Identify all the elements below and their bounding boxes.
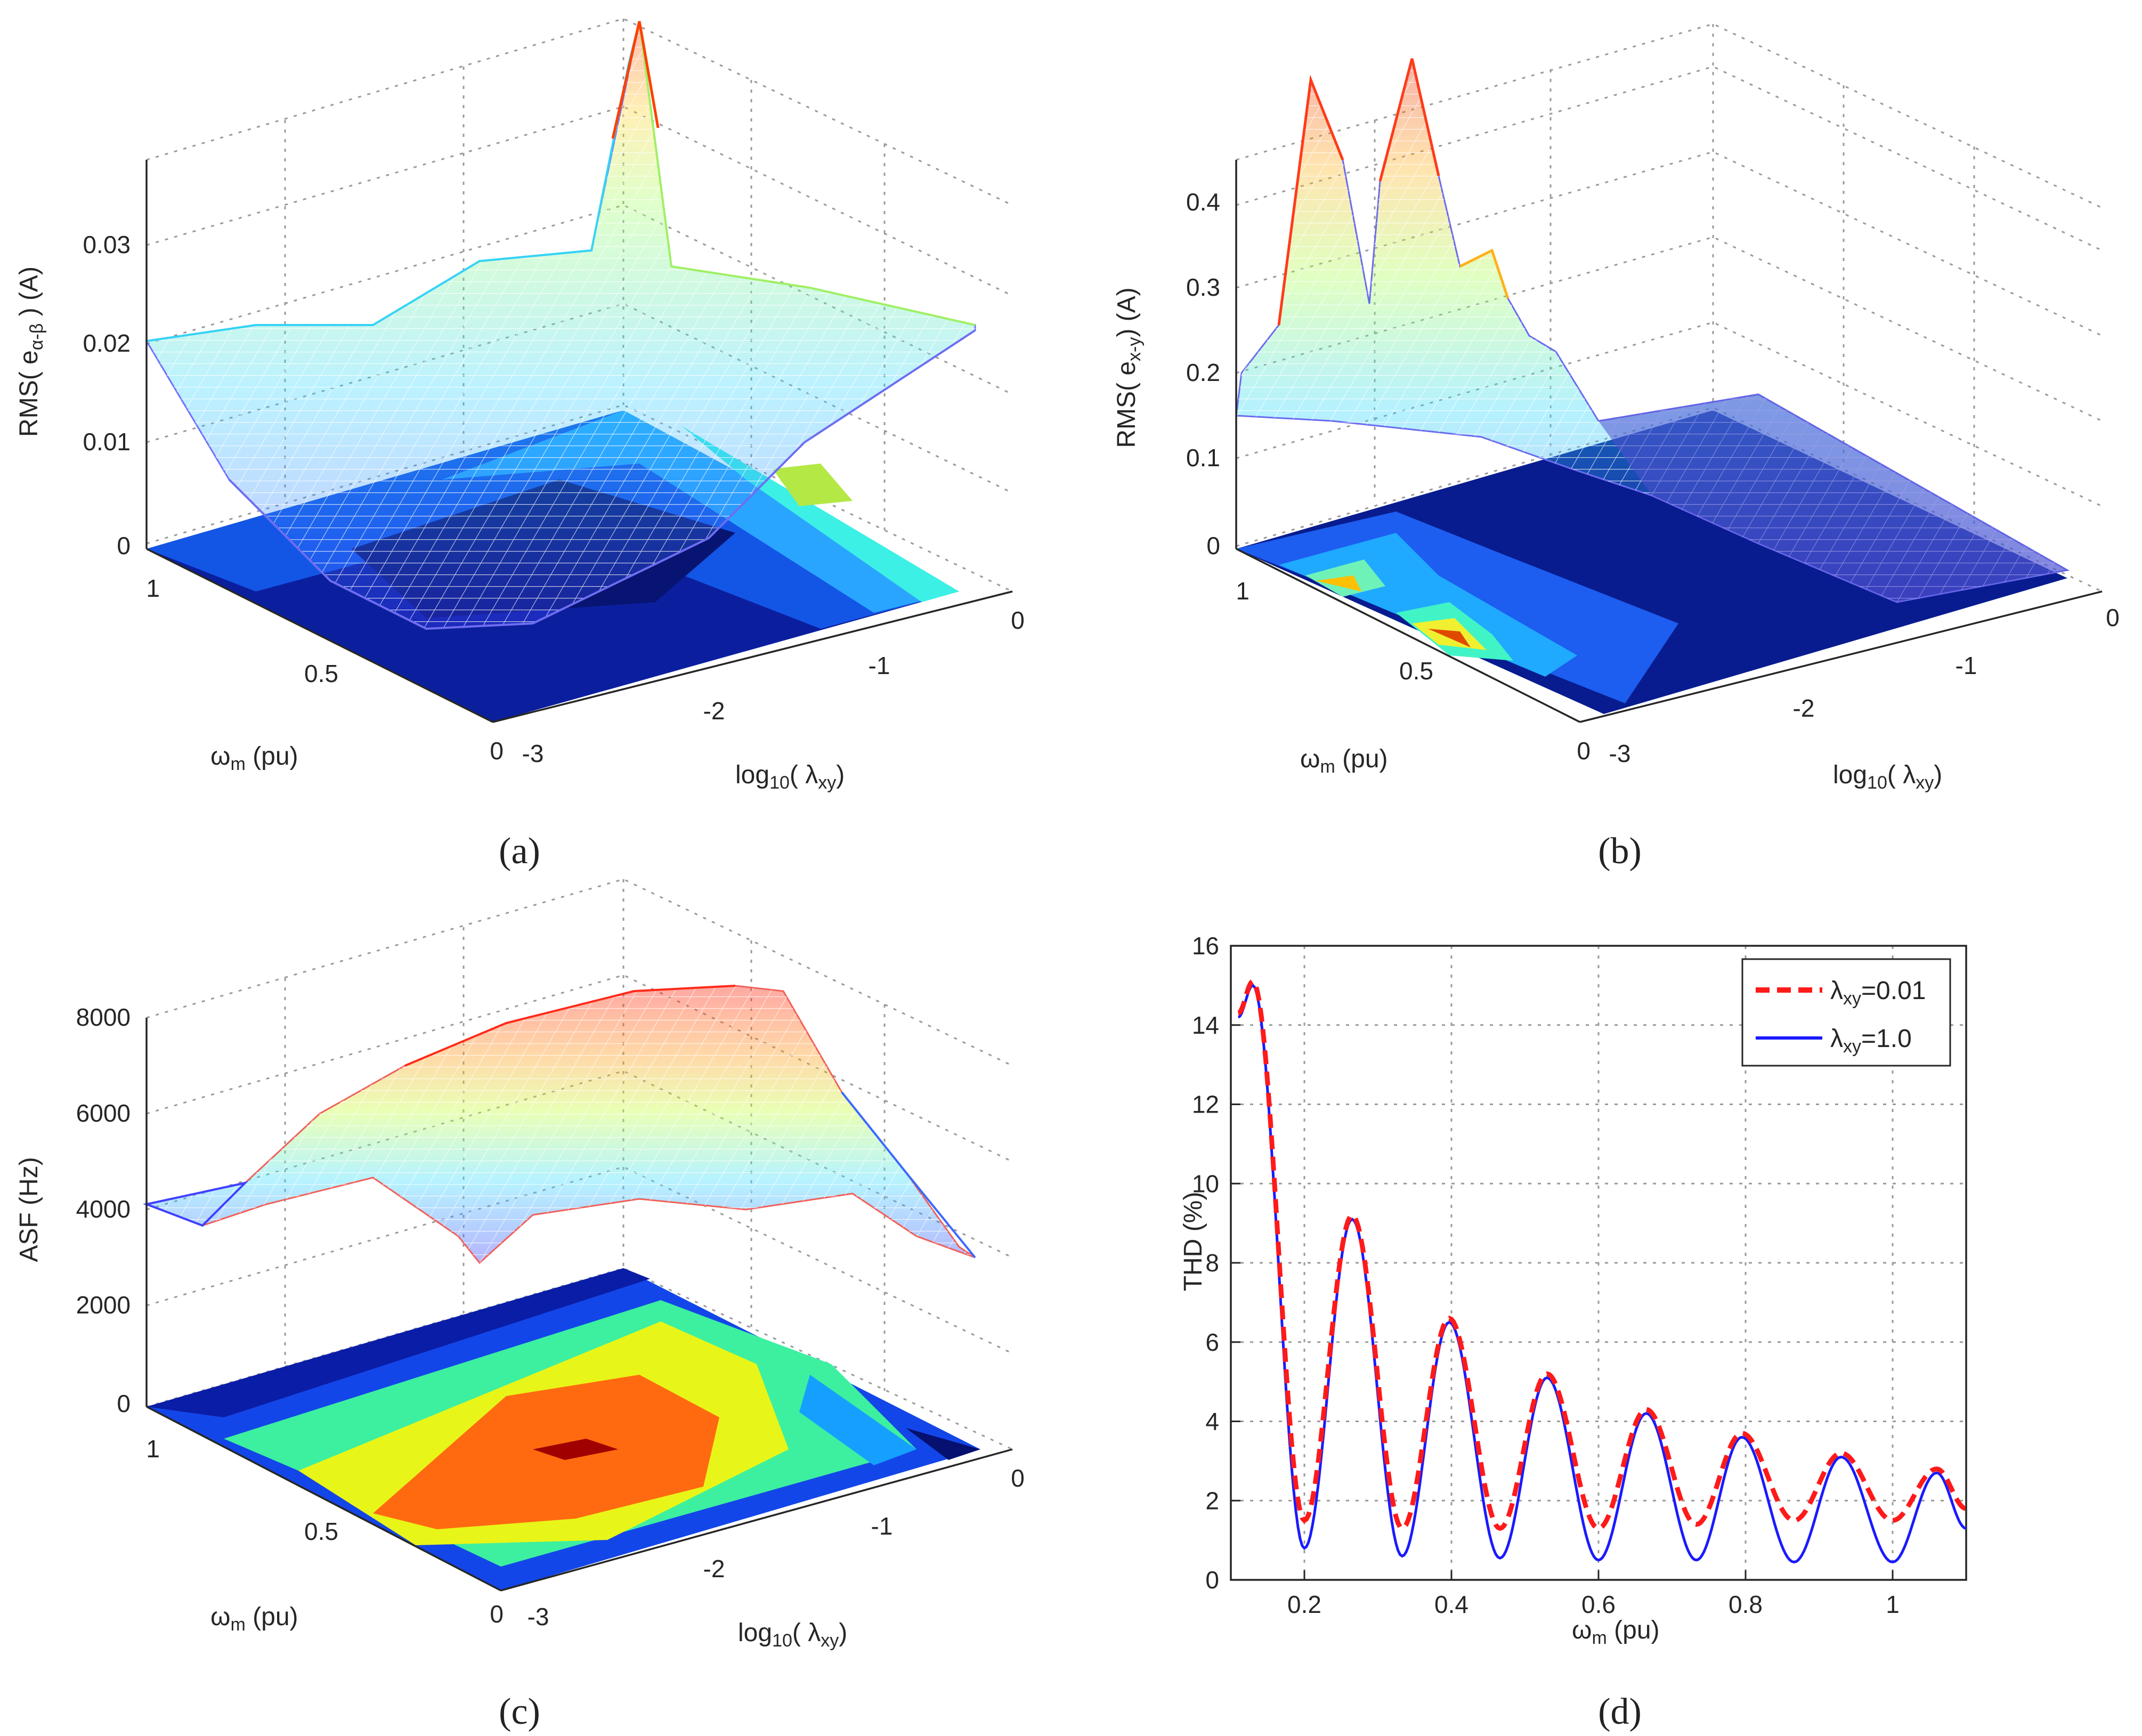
panel-d-xtick-label: 0.4 [1434, 1591, 1468, 1618]
panel-c-xtick: -2 [703, 1555, 725, 1583]
legend-label-series-2: λxy=1.0 [1830, 1025, 1912, 1057]
panel-c-ztick: 2000 [76, 1291, 131, 1319]
panel-d-ytick-label: 12 [1192, 1091, 1219, 1118]
panel-d-x-label: ωm (pu) [1572, 1616, 1660, 1648]
panel-b-ztick: 0.2 [1186, 359, 1220, 386]
panel-b-xtick: 0 [2106, 604, 2120, 631]
panel-d-xtick-label: 0.2 [1287, 1591, 1321, 1618]
panel-c-surface-plot: 0 2000 4000 6000 8000 1 0.5 0 -3 -2 -1 0… [15, 878, 1025, 1732]
panel-c-z-ticks: 0 2000 4000 6000 8000 [76, 1003, 131, 1417]
panel-d-y-label: THD (%) [1179, 1192, 1207, 1292]
panel-c-y-ticks: 1 0.5 0 [146, 1435, 504, 1628]
panel-b-y-ticks: 1 0.5 0 [1236, 577, 1591, 765]
panel-b-ztick: 0 [1206, 532, 1220, 559]
panel-a-xtick: -1 [869, 652, 890, 679]
panel-d-line-chart: 0.2 0.4 0.6 0.8 1 0 2 4 6 8 10 12 14 16 THD (%) ωm (… [1179, 932, 1967, 1732]
panel-b-mesh-surface [1235, 58, 2070, 603]
legend-label-series-1: λxy=0.01 [1830, 977, 1926, 1009]
panel-a-xtick: -3 [522, 740, 544, 767]
panel-d-ytick-label: 14 [1192, 1011, 1219, 1039]
panel-d-legend-box [1741, 958, 1951, 1067]
panel-c-mesh-surface [142, 985, 976, 1264]
panel-a-ztick: 0.03 [83, 231, 131, 258]
panel-b-z-label: RMS( ex-y) (A) [1113, 287, 1145, 448]
panel-c-axes [145, 1018, 1013, 1592]
panel-b-xtick: -2 [1793, 694, 1815, 722]
panel-c-z-label: ASF (Hz) [15, 1157, 43, 1262]
panel-a-y-label: ωm (pu) [210, 742, 298, 774]
panel-a-ztick: 0.02 [83, 329, 131, 357]
panel-a-caption: (a) [499, 831, 540, 872]
panel-b-ytick: 0 [1577, 737, 1591, 765]
panel-c-ytick: 0.5 [304, 1518, 338, 1545]
panel-a-surface-plot: 0 0.01 0.02 0.03 1 0.5 0 -3 -2 -1 0 RMS(… [15, 18, 1025, 872]
panel-d-ytick-label: 8 [1205, 1249, 1219, 1277]
panel-b-ytick: 0.5 [1399, 657, 1433, 685]
panel-d-y-ticks: 0 2 4 6 8 10 12 14 16 [1192, 932, 1240, 1594]
panel-a-ytick: 0 [490, 737, 504, 765]
panel-b-x-label: log10( λxy) [1833, 761, 1942, 793]
panel-a-axes [145, 160, 1013, 723]
panel-c-ztick: 6000 [76, 1099, 131, 1127]
panel-d-ytick-label: 6 [1205, 1328, 1219, 1356]
panel-c-ytick: 0 [490, 1600, 504, 1628]
panel-c-x-ticks: -3 -2 -1 0 [528, 1464, 1025, 1630]
panel-d-xtick-label: 0.6 [1581, 1591, 1616, 1618]
panel-a-y-ticks: 1 0.5 0 [146, 574, 504, 765]
panel-b-ztick: 0.4 [1186, 188, 1220, 216]
panel-b-ytick: 1 [1236, 577, 1250, 605]
panel-a-x-ticks: -3 -2 -1 0 [522, 606, 1025, 767]
panel-a-z-ticks: 0 0.01 0.02 0.03 [83, 231, 131, 559]
panel-d-series [1237, 978, 1967, 1564]
panel-c-xtick: -3 [528, 1603, 549, 1630]
panel-a-mesh-surface [145, 21, 976, 630]
panel-b-ztick: 0.3 [1186, 273, 1220, 301]
panel-b-surface-plot: 0 0.1 0.2 0.3 0.4 1 0.5 0 -3 -2 -1 0 RMS… [1113, 23, 2120, 872]
panel-d-series-line-1 [1237, 978, 1967, 1531]
panel-d-ytick-label: 2 [1205, 1487, 1219, 1514]
panel-a-z-label: RMS( eα-β ) (A) [15, 266, 47, 437]
panel-d-ytick-label: 0 [1205, 1566, 1219, 1594]
panel-c-contour-base [147, 1268, 980, 1591]
panel-d-x-ticks: 0.2 0.4 0.6 0.8 1 [1287, 1570, 1900, 1618]
panel-c-xtick: 0 [1011, 1464, 1025, 1492]
panel-a-xtick: -2 [703, 697, 725, 725]
panel-d-xtick-label: 1 [1886, 1591, 1900, 1618]
panel-c-ztick: 0 [117, 1390, 131, 1417]
panel-c-ztick: 8000 [76, 1003, 131, 1031]
panel-d-legend: λxy=0.01 λxy=1.0 [1741, 958, 1951, 1067]
panel-a-ztick: 0 [117, 532, 131, 559]
panel-a-ytick: 0.5 [304, 660, 338, 687]
panel-b-caption: (b) [1598, 831, 1642, 872]
panel-b-xtick: -3 [1609, 740, 1631, 767]
panel-d-series-line-2 [1238, 984, 1967, 1564]
panel-c-ztick: 4000 [76, 1195, 131, 1223]
panel-d-xtick-label: 0.8 [1729, 1591, 1763, 1618]
panel-b-xtick: -1 [1956, 652, 1977, 679]
panel-c-caption: (c) [499, 1691, 540, 1732]
panel-c-ytick: 1 [146, 1435, 160, 1463]
panel-a-x-label: log10( λxy) [735, 761, 845, 793]
panel-a-ytick: 1 [146, 574, 160, 602]
panel-c-xtick: -1 [871, 1512, 893, 1540]
panel-c-x-label: log10( λxy) [738, 1619, 847, 1651]
panel-b-y-label: ωm (pu) [1300, 745, 1388, 777]
panel-a-ztick: 0.01 [83, 428, 131, 456]
panel-a-xtick: 0 [1011, 606, 1025, 634]
panel-d-ytick-label: 16 [1192, 932, 1219, 960]
panel-b-axes [1235, 160, 2103, 723]
panel-d-caption: (d) [1598, 1691, 1642, 1732]
panel-d-ytick-label: 4 [1205, 1408, 1219, 1435]
panel-d-ytick-label: 10 [1192, 1170, 1219, 1197]
panel-c-y-label: ωm (pu) [210, 1603, 298, 1635]
panel-b-ztick: 0.1 [1186, 444, 1220, 472]
panel-b-x-ticks: -3 -2 -1 0 [1609, 604, 2120, 767]
panel-b-z-ticks: 0 0.1 0.2 0.3 0.4 [1186, 188, 1220, 559]
